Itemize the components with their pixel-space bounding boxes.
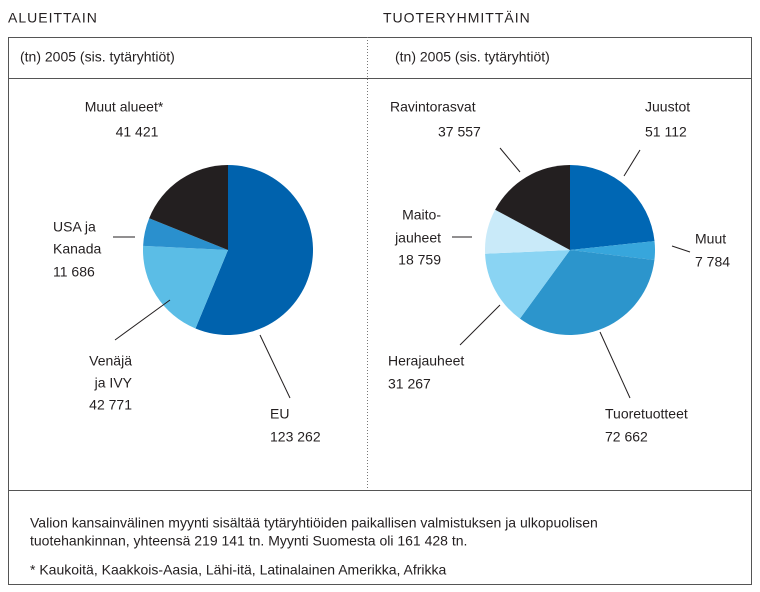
slice-label: USA ja	[53, 219, 96, 235]
subtitle: (tn) 2005 (sis. tytäryhtiöt)	[20, 49, 175, 65]
leader-line	[599, 331, 631, 399]
leader-line	[623, 149, 641, 177]
pie-slice	[149, 165, 228, 250]
slice-value: 51 112	[645, 124, 687, 140]
pie-slice	[143, 245, 228, 329]
leader-line	[499, 147, 521, 173]
note: Valion kansainvälinen myynti sisältää ty…	[30, 515, 598, 531]
pie-slice	[143, 218, 228, 250]
slice-label: Maito-	[402, 207, 441, 223]
section-title: ALUEITTAIN	[8, 10, 98, 26]
leader-line	[259, 334, 291, 399]
subtitle: (tn) 2005 (sis. tytäryhtiöt)	[395, 49, 550, 65]
slice-label: Herajauheet	[388, 353, 464, 369]
slice-label: Muut alueet*	[85, 99, 164, 115]
leader-line	[671, 245, 691, 253]
pie-slice	[519, 250, 655, 336]
pie-slice	[485, 250, 570, 319]
pie-slice	[495, 165, 570, 250]
section-title: TUOTERYHMITTÄIN	[383, 10, 531, 26]
leader-line	[114, 299, 171, 341]
slice-value: 7 784	[695, 254, 730, 270]
slice-value: 72 662	[605, 429, 648, 445]
slice-value: 37 557	[438, 124, 481, 140]
slice-value: 42 771	[89, 397, 132, 413]
slice-label: ja IVY	[94, 375, 133, 391]
slice-label: EU	[270, 406, 289, 422]
slice-label: Muut	[695, 231, 726, 247]
slice-label: Juustot	[645, 99, 690, 115]
note: tuotehankinnan, yhteensä 219 141 tn. Myy…	[30, 533, 467, 549]
slice-value: 11 686	[53, 264, 95, 280]
slice-label: Kanada	[53, 241, 101, 257]
pie-slice	[195, 165, 313, 335]
leader-line	[459, 304, 501, 346]
slice-value: 31 267	[388, 376, 431, 392]
slice-value: 41 421	[116, 124, 159, 140]
slice-label: jauheet	[394, 230, 441, 246]
pie-slice	[570, 241, 655, 260]
frame	[8, 37, 752, 585]
pie-slice	[570, 165, 655, 250]
slice-label: Venäjä	[89, 353, 132, 369]
slice-value: 123 262	[270, 429, 321, 445]
slice-label: Ravintorasvat	[390, 99, 476, 115]
slice-label: Tuoretuotteet	[605, 406, 688, 422]
slice-value: 18 759	[398, 252, 441, 268]
note: * Kaukoitä, Kaakkois-Aasia, Lähi-itä, La…	[30, 562, 447, 578]
pie-slice	[484, 209, 570, 254]
